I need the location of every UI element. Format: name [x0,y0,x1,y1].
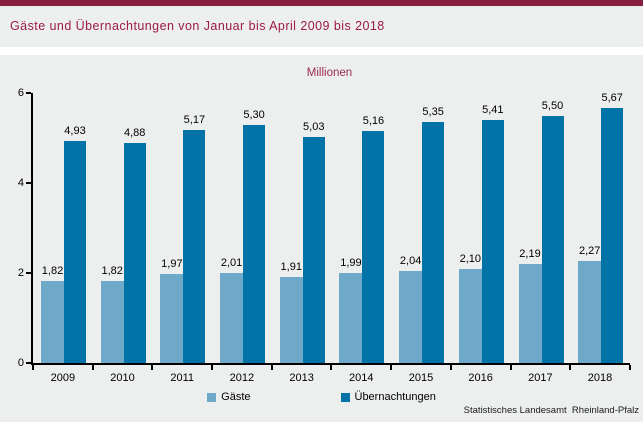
bar-value-label: 1,99 [340,257,362,270]
x-axis-tick [151,365,154,370]
x-axis-tick [270,365,273,370]
x-axis-category-label: 2011 [170,372,195,384]
bar-value-label: 5,50 [541,99,564,112]
gaeste-bar [279,277,303,363]
top-accent-bar [0,0,643,6]
bar-group: 2,04 5,35 2015 [390,93,451,384]
x-axis-tick [91,365,94,370]
legend-item: Gäste [207,391,251,403]
bar-group: 2,10 5,41 2016 [449,93,511,384]
bar-value-label: 5,16 [362,114,385,127]
bar-group: 2,01 5,30 2012 [211,93,272,384]
bar-value-label: 1,82 [101,265,123,278]
x-axis-tick [569,365,572,370]
uebernachtungen-bar [541,115,564,363]
legend: Gäste Übernachtungen [0,391,643,403]
y-axis-tick [26,182,31,184]
legend-swatch-icon [207,392,217,402]
x-axis-end-tick [629,365,631,370]
x-axis-tick [330,365,333,370]
bar-value-label: 2,27 [578,244,601,257]
x-axis-tick [32,365,34,370]
bar-value-label: 2,19 [519,248,541,261]
uebernachtungen-bar [362,130,385,363]
gaeste-bar [458,268,482,363]
x-axis-tick [211,365,214,370]
chart-panel: Millionen 1,82 4,93 2009 1,82 4,88 2010 1,97 5,… [0,55,643,422]
bar-value-label: 1,97 [161,258,183,271]
legend-label: Übernachtungen [354,391,436,403]
x-axis-category-label: 2012 [229,372,255,384]
x-axis-category-label: 2010 [110,372,135,384]
gaeste-bar [339,273,363,363]
plot-area: 1,82 4,93 2009 1,82 4,88 2010 1,97 5,17 2011 2,01… [18,87,631,384]
bar-value-label: 5,67 [601,91,623,104]
bar-groups-container: 1,82 4,93 2009 1,82 4,88 2010 1,97 5,17 2011 2,01… [32,91,630,384]
x-axis-category-label: 2016 [468,372,493,384]
y-axis-tick-label: 2 [17,267,24,279]
bar-value-label: 1,82 [41,265,64,278]
x-axis-category-label: 2014 [349,372,374,384]
bar-group: 1,97 5,17 2011 [151,93,212,384]
uebernachtungen-bar [123,143,146,363]
gaeste-bar [41,281,64,363]
bar-value-label: 5,41 [482,103,504,116]
bar-value-label: 2,04 [399,255,422,268]
legend-label: Gäste [221,391,251,403]
bar-group: 1,99 5,16 2014 [330,93,391,384]
bar-group: 2,27 5,67 2018 [569,91,630,384]
gaeste-bar [518,264,542,363]
bar-group: 1,82 4,88 2010 [91,93,153,384]
legend-item: Übernachtungen [340,391,436,403]
y-axis-tick [26,362,31,364]
gaeste-bar [578,260,602,363]
bar-group: 2,19 5,50 2017 [509,93,571,384]
bar-value-label: 4,88 [123,127,146,140]
uebernachtungen-bar [302,136,325,363]
legend-swatch-icon [340,392,350,402]
bar-value-label: 5,03 [303,120,325,133]
y-axis-tick-label: 6 [17,87,24,99]
gaeste-bar [160,274,184,363]
uebernachtungen-bar [422,122,445,363]
y-axis-tick-label: 4 [17,177,24,189]
bar-group: 1,82 4,93 2009 [32,93,93,384]
x-axis-tick [390,365,393,370]
y-axis-tick [26,272,31,274]
y-axis-tick [26,92,31,94]
bar-value-label: 5,17 [183,114,206,127]
bar-value-label: 5,35 [422,106,444,119]
bar-value-label: 2,10 [459,252,482,265]
gaeste-bar [100,281,124,363]
unit-label: Millionen [306,67,353,79]
uebernachtungen-bar [64,141,86,363]
y-axis-tick-label: 0 [17,357,24,369]
bar-group: 1,91 5,03 2013 [270,93,332,384]
x-axis-category-label: 2015 [408,372,434,384]
x-axis-tick [509,365,512,370]
x-axis-category-label: 2009 [50,372,76,384]
uebernachtungen-bar [601,107,624,363]
bar-value-label: 5,30 [243,108,265,121]
gaeste-bar [220,272,244,363]
bar-value-label: 4,93 [64,125,86,138]
source-note: Statistisches Landesamt Rheinland-Pfalz [463,405,639,416]
chart-title: Gäste und Übernachtungen von Januar bis … [10,19,385,33]
x-axis-tick [449,365,452,370]
bar-value-label: 1,91 [280,261,302,274]
x-axis-category-label: 2017 [528,372,553,384]
uebernachtungen-bar [183,130,206,363]
gaeste-bar [399,271,423,363]
bar-value-label: 2,01 [220,256,243,269]
header-panel: Gäste und Übernachtungen von Januar bis … [0,0,643,47]
x-axis-category-label: 2018 [587,372,613,384]
uebernachtungen-bar [243,124,266,363]
x-axis-category-label: 2013 [289,372,314,384]
uebernachtungen-bar [481,119,504,363]
